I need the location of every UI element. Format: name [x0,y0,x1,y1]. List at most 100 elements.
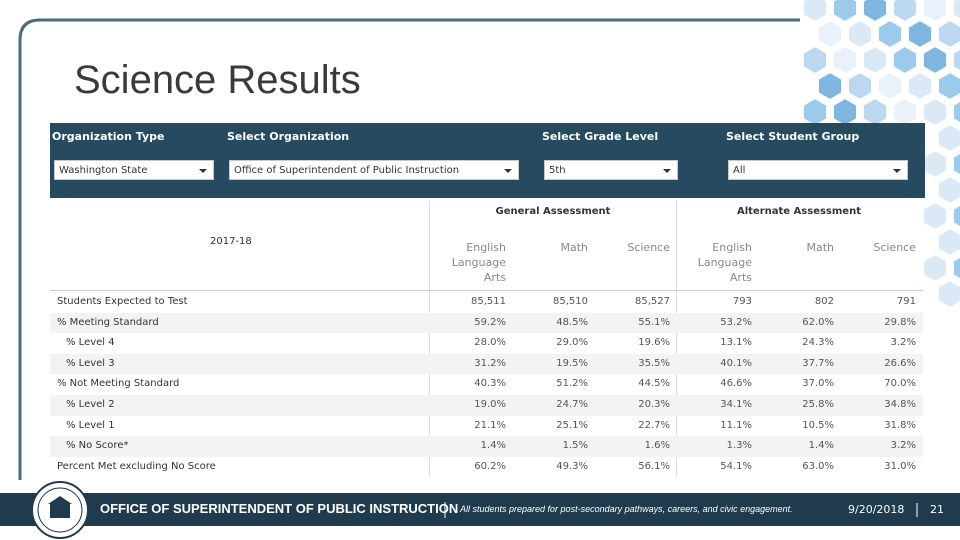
hexagon [951,203,960,229]
table-cell: 26.6% [884,357,916,369]
hexagon [861,0,889,24]
group-header: General Assessment [495,206,611,217]
divider [50,290,923,291]
filter-value: All [733,165,746,176]
dropdown-arrow [663,169,671,173]
filter-dropdown[interactable]: Office of Superintendent of Public Instr… [229,160,519,180]
column-header: Math [806,241,834,254]
table-cell: 29.0% [556,337,588,349]
table-cell: 20.3% [638,399,670,410]
hexagon [831,96,859,128]
hexagon [816,18,844,50]
footer-date: 9/20/2018 [848,503,905,516]
footer-org: OFFICE OF SUPERINTENDENT OF PUBLIC INSTR… [100,501,459,516]
table-cell: 21.1% [474,419,506,431]
dropdown-arrow [893,169,901,173]
table-cell: 54.1% [720,460,752,472]
table-cell: 3.2% [890,440,916,452]
row-stripe [50,353,923,375]
hexagon [921,96,949,128]
table-cell: 22.7% [638,419,670,431]
table-cell: 10.5% [802,419,834,431]
row-label: % Not Meeting Standard [57,378,180,390]
hexagon [891,44,919,76]
filter-value: 5th [549,165,566,176]
separator [916,503,918,517]
table-cell: 85,510 [553,296,588,307]
table-cell: 40.3% [474,378,506,390]
table-cell: 3.2% [890,337,916,349]
filter-label: Select Grade Level [542,130,659,143]
table-cell: 53.2% [720,316,752,328]
table-cell: 19.5% [556,357,588,369]
table-cell: 59.2% [474,316,506,328]
hexagon-pattern [801,0,960,310]
hexagon [861,44,889,76]
table-cell: 44.5% [638,378,670,390]
table-cell: 802 [814,296,834,307]
year-label: 2017-18 [210,236,252,247]
table-cell: 31.2% [474,357,506,369]
table-cell: 793 [732,296,752,307]
hexagon [936,18,960,50]
row-label: % Level 2 [66,399,115,410]
divider [429,200,430,477]
hexagon [921,252,949,284]
table-cell: 55.1% [638,316,670,328]
hexagon [921,200,949,232]
hexagon [921,0,949,24]
row-label: % No Score* [66,440,129,452]
column-header: Science [873,241,916,254]
filter-dropdown[interactable]: All [728,160,908,180]
hexagon [906,70,934,102]
table-cell: 1.6% [644,440,670,452]
slide-border [18,18,800,480]
hexagon [951,99,960,125]
table-cell: 25.8% [802,399,834,410]
filter-dropdown[interactable]: Washington State [54,160,214,180]
results-table: 2017-18 General Assessment Alternate Asses… [50,200,923,477]
column-header: English Language Arts [697,241,752,284]
hexagon [921,148,949,180]
hexagon [906,18,934,50]
separator [444,502,446,518]
hexagon [921,44,949,76]
filter-value: Office of Superintendent of Public Instr… [234,165,460,176]
hexagon [801,0,829,24]
hexagon [831,44,859,76]
hexagon [936,278,960,310]
row-label: % Level 3 [66,357,115,369]
table-cell: 791 [896,296,916,307]
table-cell: 11.1% [720,419,752,431]
hexagon [936,122,960,154]
table-cell: 31.0% [884,460,916,472]
table-cell: 35.5% [638,357,670,369]
hexagon [801,96,829,128]
table-cell: 51.2% [556,378,588,390]
slide-title: Science Results [74,58,361,102]
row-label: % Level 4 [66,337,115,349]
group-header: Alternate Assessment [736,206,861,217]
table-cell: 19.6% [638,337,670,349]
table-cell: 85,527 [635,296,670,307]
hexagon [846,18,874,50]
filter-dropdown[interactable]: 5th [544,160,678,180]
hexagon [876,70,904,102]
table-cell: 37.0% [802,378,834,390]
column-header: Math [560,241,588,254]
row-stripe [50,436,923,457]
hexagon [891,0,919,24]
table-cell: 46.6% [720,378,752,390]
hexagon [846,70,874,102]
table-cell: 70.0% [884,378,916,390]
table-cell: 24.7% [556,399,588,410]
table-cell: 49.3% [556,460,588,472]
table-cell: 63.0% [802,460,834,472]
hexagon [936,70,960,102]
table-cell: 34.1% [720,399,752,410]
table-cell: 56.1% [638,460,670,472]
hexagon [816,70,844,102]
table-cell: 19.0% [474,399,506,410]
